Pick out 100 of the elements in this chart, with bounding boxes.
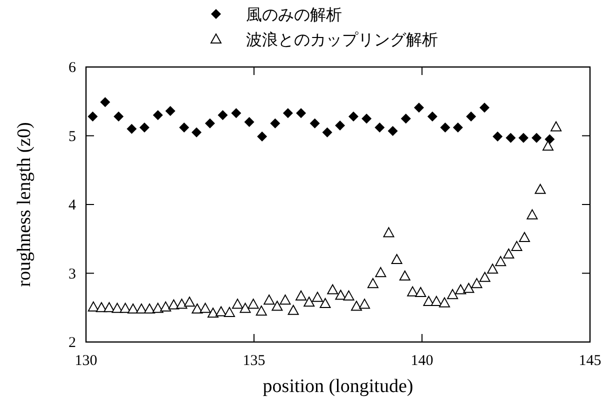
point [427, 112, 438, 122]
y-tick-label: 4 [68, 198, 76, 214]
point [471, 278, 482, 288]
point [526, 209, 538, 220]
point [430, 296, 442, 306]
point [296, 108, 306, 118]
point [534, 184, 546, 194]
point [114, 112, 124, 122]
point [257, 131, 268, 142]
point [288, 304, 299, 315]
point [492, 131, 503, 142]
point [400, 114, 411, 124]
point [374, 122, 385, 132]
point [466, 112, 476, 122]
point [399, 270, 410, 280]
point [320, 298, 331, 308]
point [322, 127, 332, 138]
y-tick-label: 5 [68, 128, 76, 145]
x-tick-label: 145 [578, 353, 602, 369]
point [272, 300, 283, 311]
x-tick-label: 140 [410, 353, 434, 369]
point [439, 297, 450, 308]
point [362, 114, 372, 124]
point [495, 256, 506, 266]
point [165, 106, 176, 116]
point [200, 302, 211, 313]
point [479, 272, 490, 282]
point [152, 110, 163, 120]
point [88, 112, 98, 122]
point [296, 290, 307, 300]
point [479, 102, 490, 113]
point [192, 127, 202, 138]
point [216, 306, 227, 316]
point [407, 286, 418, 296]
point [304, 296, 315, 307]
point [487, 264, 498, 274]
point [280, 294, 291, 305]
point [270, 118, 280, 128]
y-tick-label: 3 [68, 266, 76, 282]
point [112, 302, 123, 313]
point [383, 227, 394, 238]
point [350, 300, 362, 311]
point [375, 267, 386, 278]
point [503, 248, 514, 258]
point [139, 122, 150, 132]
point [176, 298, 188, 309]
point [335, 290, 346, 300]
x-tick-label: 135 [242, 353, 266, 369]
point [256, 306, 267, 316]
point [544, 134, 555, 144]
x-tick-label: 130 [74, 353, 98, 369]
point [348, 112, 358, 122]
y-axis-title: roughness length (z0) [14, 122, 35, 287]
point [100, 97, 110, 108]
point [208, 308, 219, 318]
point [224, 306, 235, 317]
point [88, 301, 99, 312]
point [388, 126, 398, 136]
point [463, 282, 474, 293]
point [455, 284, 466, 294]
point [128, 304, 139, 314]
point [542, 140, 554, 151]
point [179, 122, 190, 132]
point [518, 132, 528, 143]
point [184, 296, 195, 307]
point [126, 124, 137, 134]
point [248, 298, 259, 309]
legend-label: 波浪とのカップリング解析 [246, 30, 438, 49]
point [168, 299, 180, 310]
point [240, 302, 251, 313]
point [104, 302, 115, 312]
point [415, 287, 426, 297]
point [367, 278, 378, 288]
x-axis-title: position (longitude) [262, 376, 414, 397]
point [440, 122, 450, 132]
point [335, 120, 346, 130]
point [550, 121, 562, 132]
y-tick-label: 2 [68, 335, 76, 351]
point [312, 292, 324, 302]
point [152, 302, 164, 313]
point [359, 298, 370, 309]
point [511, 240, 522, 251]
point [518, 232, 530, 242]
point [144, 304, 156, 314]
point [231, 108, 242, 118]
y-tick-label: 6 [68, 60, 76, 76]
point [327, 284, 338, 294]
point [232, 298, 244, 309]
point [343, 290, 354, 300]
legend-label: 風のみの解析 [246, 5, 342, 24]
point [391, 254, 402, 264]
point [310, 118, 320, 128]
point [120, 302, 131, 313]
point [264, 294, 275, 305]
point [160, 301, 172, 312]
point [282, 108, 293, 118]
point [447, 289, 458, 300]
point [506, 132, 516, 143]
point [414, 102, 424, 113]
point [204, 118, 215, 128]
